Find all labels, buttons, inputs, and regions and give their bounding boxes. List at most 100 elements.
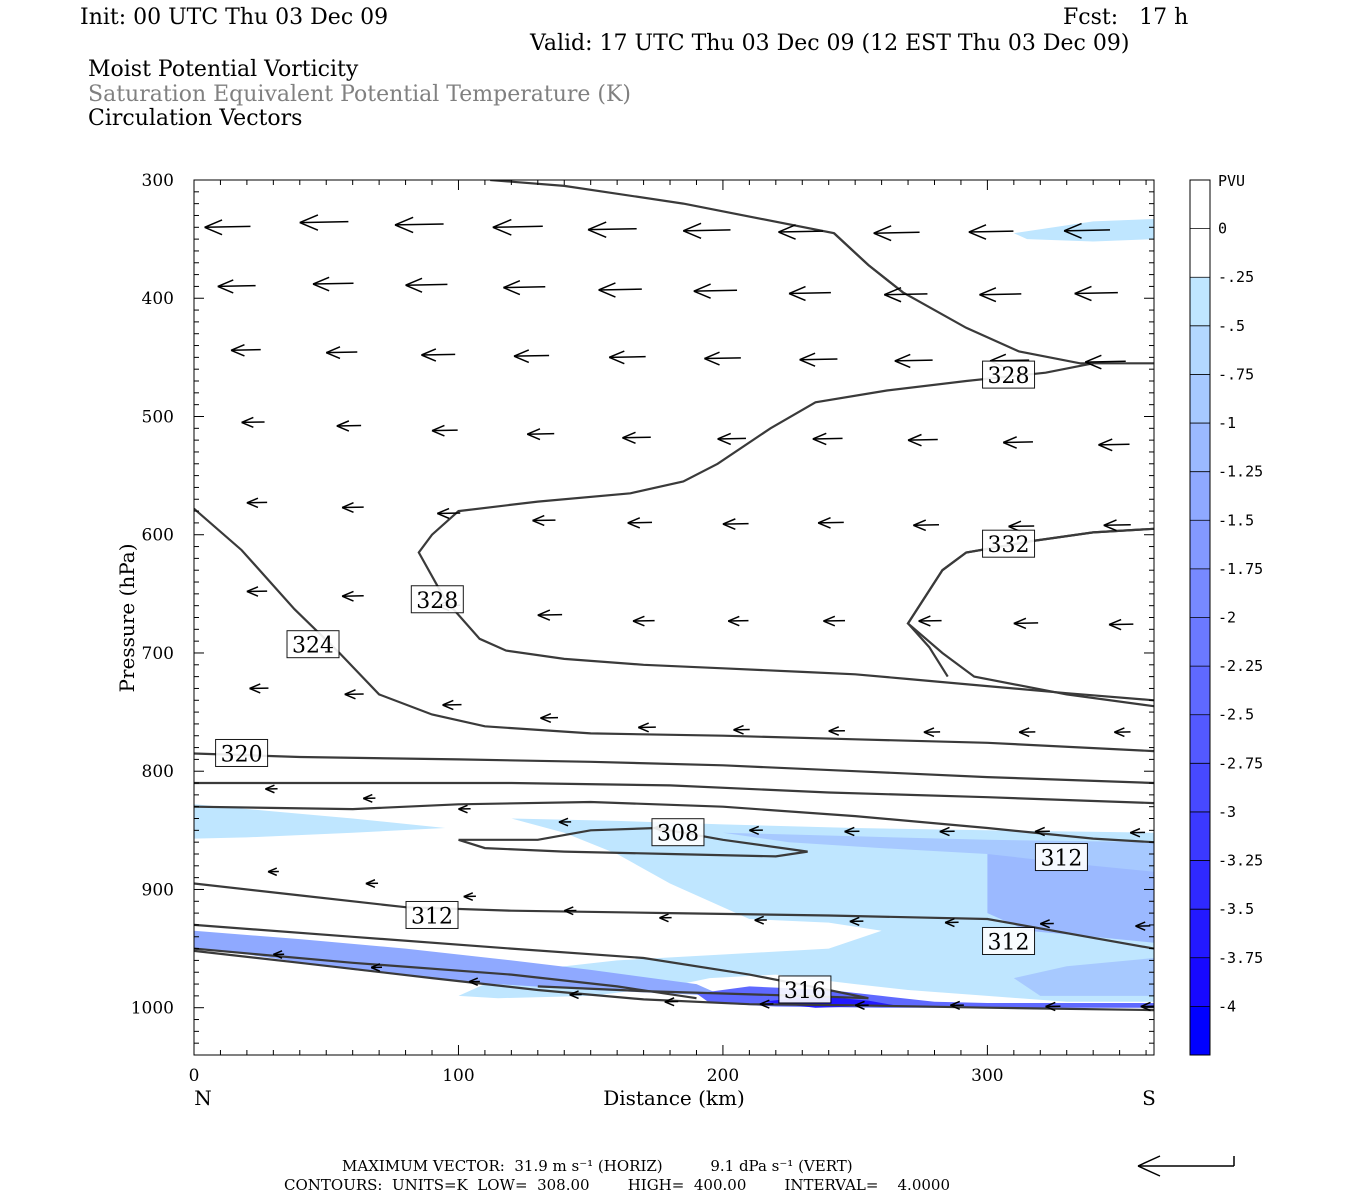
vector-head xyxy=(638,722,649,733)
x-axis-label: Distance (km) xyxy=(603,1086,745,1110)
circulation-vector-38 xyxy=(907,433,938,447)
vector-head xyxy=(883,286,902,303)
vector-head xyxy=(503,279,521,296)
vector-head xyxy=(754,915,764,925)
contour-308-9 xyxy=(458,826,808,858)
circulation-vector-92 xyxy=(370,963,383,972)
vector-head xyxy=(312,276,330,292)
title-vectors: Circulation Vectors xyxy=(88,106,303,131)
y-tick-label-600: 600 xyxy=(142,526,174,546)
vector-head xyxy=(1063,222,1082,239)
contour-label-312-8: 312 xyxy=(1034,843,1088,872)
contour-label-text: 312 xyxy=(1040,847,1082,872)
colorbar-label-13: -3.25 xyxy=(1218,852,1263,870)
contour-label-312-10: 312 xyxy=(405,900,459,929)
contour-label-box xyxy=(410,585,464,614)
vector-head xyxy=(1114,727,1125,738)
vector-head xyxy=(370,963,381,972)
vector-head xyxy=(246,497,259,509)
vector-head xyxy=(341,502,354,514)
vector-head xyxy=(442,699,454,711)
circulation-vector-52 xyxy=(341,590,364,602)
vector-head xyxy=(1045,1001,1056,1012)
circulation-vector-20 xyxy=(1074,285,1118,302)
contour-328-2 xyxy=(833,232,904,294)
circulation-vector-95 xyxy=(664,997,679,1007)
vector-head xyxy=(265,784,275,794)
contour-label-316-7: 316 xyxy=(778,975,832,1004)
contour-label-box xyxy=(982,926,1036,955)
vector-shaft xyxy=(683,229,731,232)
vector-head xyxy=(249,683,261,694)
circulation-vector-25 xyxy=(608,350,646,365)
vector-shaft xyxy=(1003,441,1033,444)
contour-label-box xyxy=(1034,843,1088,872)
vector-head xyxy=(727,615,740,627)
contour-label-320-6: 320 xyxy=(215,738,269,767)
circulation-vector-73 xyxy=(458,804,471,814)
circulation-vector-97 xyxy=(854,1000,869,1010)
x-tick-label-100: 100 xyxy=(442,1066,474,1086)
circulation-vector-47 xyxy=(817,517,844,529)
vector-head xyxy=(241,416,254,429)
vector-head xyxy=(717,432,732,446)
vector-head xyxy=(749,825,760,835)
circulation-vector-23 xyxy=(421,348,456,362)
colorbar-label-0: 0 xyxy=(1218,220,1227,238)
vector-shaft xyxy=(913,524,940,527)
contour-label-box xyxy=(651,818,705,847)
axis-layer: 300 400 500 600 700 800 900 1000 0 100 200 300 xyxy=(131,171,1154,1086)
circulation-vector-9 xyxy=(1063,222,1110,239)
vector-head xyxy=(362,793,373,803)
vector-head xyxy=(394,216,414,234)
vector-head xyxy=(632,615,645,627)
reference-vector xyxy=(1137,1155,1235,1177)
contour-label-text: 308 xyxy=(657,822,699,847)
circulation-vector-26 xyxy=(704,351,741,366)
contour-label-box xyxy=(778,975,832,1004)
colorbar-label-15: -3.75 xyxy=(1218,949,1263,967)
circulation-vector-93 xyxy=(468,977,480,987)
circulation-vector-42 xyxy=(341,502,364,514)
vector-shaft xyxy=(1064,229,1110,232)
circulation-vector-51 xyxy=(246,586,268,597)
circulation-vector-43 xyxy=(437,507,461,520)
circulation-vector-78 xyxy=(939,826,955,837)
vector-shaft xyxy=(503,286,546,289)
vector-shaft xyxy=(527,432,555,435)
vector-head xyxy=(979,287,997,303)
vector-head xyxy=(1135,921,1146,931)
circulation-vector-65 xyxy=(638,722,656,733)
vector-head xyxy=(463,892,474,902)
contour-324-0 xyxy=(194,507,1154,753)
circulation-vector-83 xyxy=(463,892,476,902)
vector-head xyxy=(944,917,955,928)
vector-head xyxy=(918,615,931,627)
contour-label-box xyxy=(405,900,459,929)
circulation-vector-5 xyxy=(682,222,731,240)
y-tick-label-900: 900 xyxy=(142,880,174,900)
vector-head xyxy=(778,224,796,240)
circulation-vector-35 xyxy=(622,431,651,444)
vector-shaft xyxy=(609,355,646,359)
circulation-vector-80 xyxy=(1129,827,1146,838)
circulation-vector-45 xyxy=(627,517,653,529)
vector-shaft xyxy=(873,231,920,234)
vector-head xyxy=(246,586,259,597)
vector-head xyxy=(907,433,922,447)
vector-head xyxy=(788,285,806,302)
vector-shaft xyxy=(704,357,741,360)
circulation-vector-86 xyxy=(754,915,767,925)
vector-shaft xyxy=(299,220,349,224)
circulation-vector-89 xyxy=(1039,919,1054,929)
contour-324-14 xyxy=(194,949,1154,1012)
circulation-vector-99 xyxy=(1045,1001,1061,1012)
vector-head xyxy=(950,1000,961,1010)
colorbar-label-6: -1.5 xyxy=(1218,511,1254,529)
circulation-vector-48 xyxy=(913,519,940,532)
pv-region-3 xyxy=(722,832,1154,996)
vector-head xyxy=(537,609,551,621)
vector-shaft xyxy=(1074,291,1118,295)
vector-shaft xyxy=(231,348,261,352)
